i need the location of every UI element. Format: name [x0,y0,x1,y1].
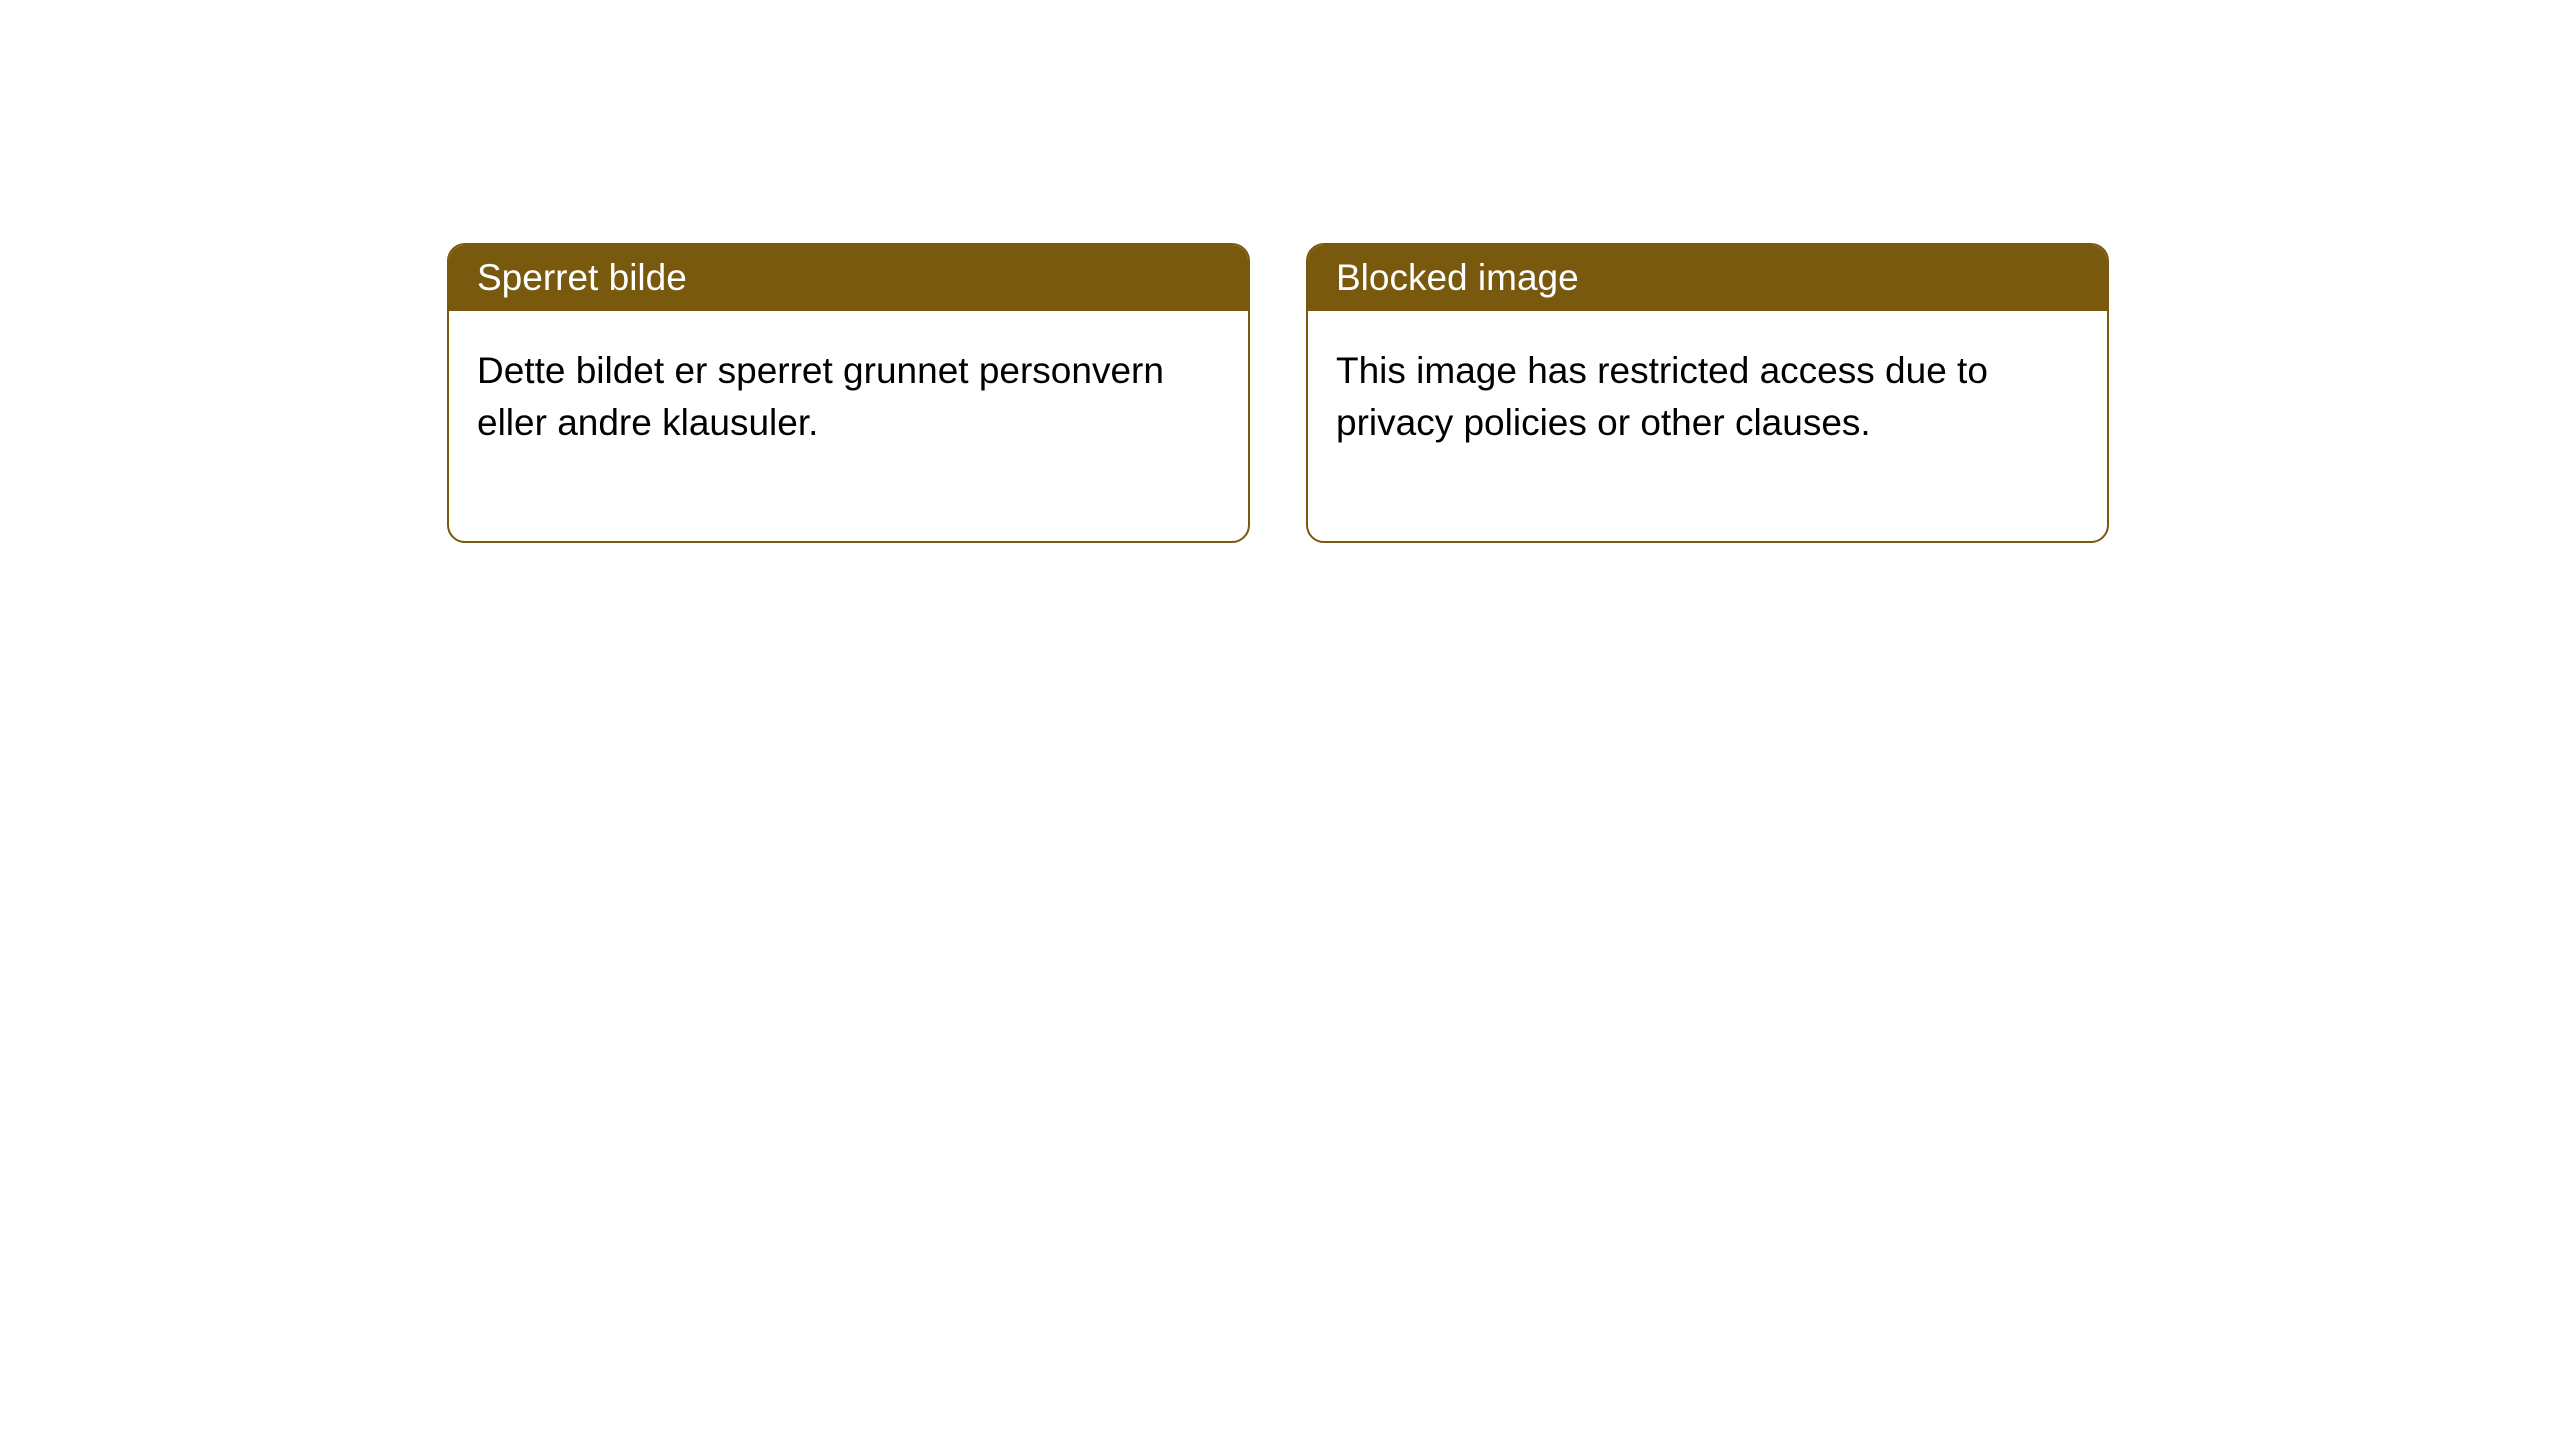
notice-header-english: Blocked image [1308,245,2107,311]
notice-header-norwegian: Sperret bilde [449,245,1248,311]
notice-card-norwegian: Sperret bilde Dette bildet er sperret gr… [447,243,1250,543]
notice-container: Sperret bilde Dette bildet er sperret gr… [0,0,2560,543]
notice-body-norwegian: Dette bildet er sperret grunnet personve… [449,311,1248,541]
notice-body-english: This image has restricted access due to … [1308,311,2107,541]
notice-card-english: Blocked image This image has restricted … [1306,243,2109,543]
